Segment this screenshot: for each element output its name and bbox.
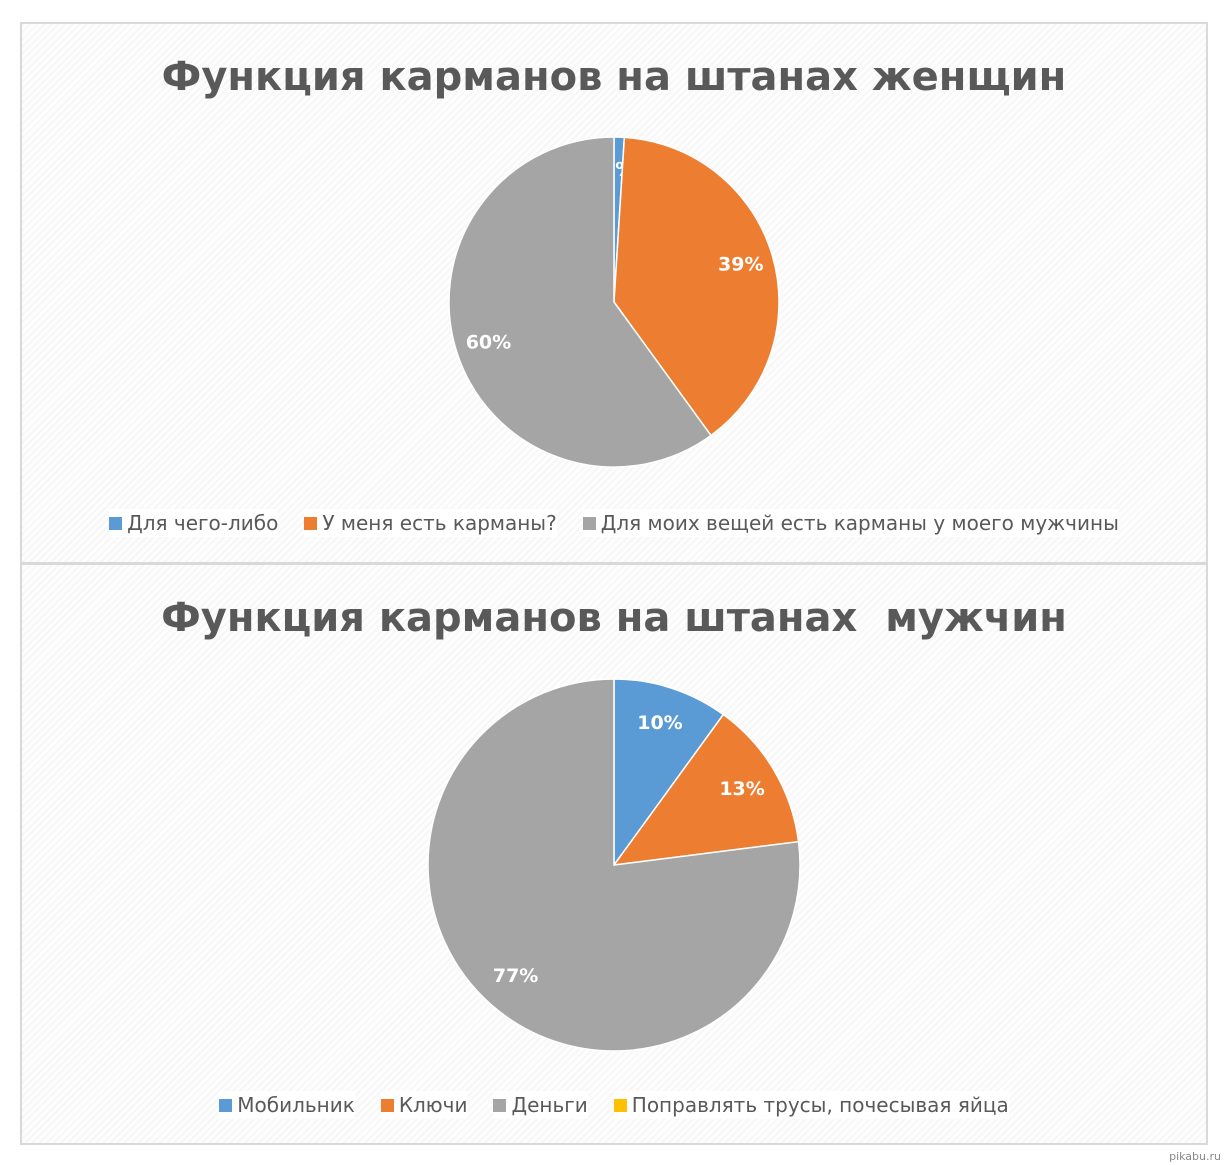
pie-slice (613, 136, 780, 437)
chart-title: Функция карманов на штанах мужчин (161, 595, 1067, 641)
legend-item: У меня есть карманы? (304, 509, 557, 537)
legend: Мобильник Ключи Деньги Поправлять трусы, по… (22, 1091, 1206, 1119)
legend: Для чего-либо У меня есть карманы? Для мои… (22, 509, 1206, 537)
legend-label: Для чего-либо (127, 511, 279, 535)
data-label: 13% (719, 778, 764, 800)
legend-item: Для моих вещей есть карманы у моего мужч… (582, 509, 1119, 537)
data-label: 77% (493, 965, 538, 987)
legend-label: Ключи (398, 1093, 468, 1117)
watermark: pikabu.ru (1169, 1150, 1221, 1163)
legend-label: Для моих вещей есть карманы у моего мужч… (600, 511, 1119, 535)
legend-swatch (493, 1098, 507, 1112)
chart-title: Функция карманов на штанах женщин (161, 54, 1067, 100)
pie-chart-men: 10% 13% 77% (427, 678, 801, 1052)
legend-item: Поправлять трусы, почесывая яйца (613, 1091, 1009, 1119)
pie-slice (612, 713, 800, 866)
legend-swatch (380, 1098, 394, 1112)
legend-label: Деньги (511, 1093, 588, 1117)
legend-label: Поправлять трусы, почесывая яйца (631, 1093, 1009, 1117)
legend-swatch (304, 516, 318, 530)
legend-swatch (109, 516, 123, 530)
data-label: 39% (718, 254, 763, 276)
data-label: 10% (637, 712, 682, 734)
legend-item: Ключи (380, 1091, 468, 1119)
pie-slice (613, 678, 725, 868)
legend-swatch (219, 1098, 233, 1112)
pie-slice (448, 136, 713, 468)
chart-panel-women: Функция карманов на штанах женщин 1% 39% 6… (20, 22, 1208, 564)
legend-item: Для чего-либо (109, 509, 279, 537)
legend-label: У меня есть карманы? (322, 511, 557, 535)
legend-item: Деньги (493, 1091, 588, 1119)
legend-item: Мобильник (219, 1091, 355, 1119)
chart-panel-men: Функция карманов на штанах мужчин 10% 13%… (20, 563, 1208, 1145)
pie-slice (427, 678, 801, 1052)
data-label: 60% (466, 331, 511, 353)
legend-label: Мобильник (237, 1093, 355, 1117)
legend-swatch (613, 1098, 627, 1112)
pie-chart-women: 1%39%60% (448, 136, 780, 468)
legend-swatch (582, 516, 596, 530)
